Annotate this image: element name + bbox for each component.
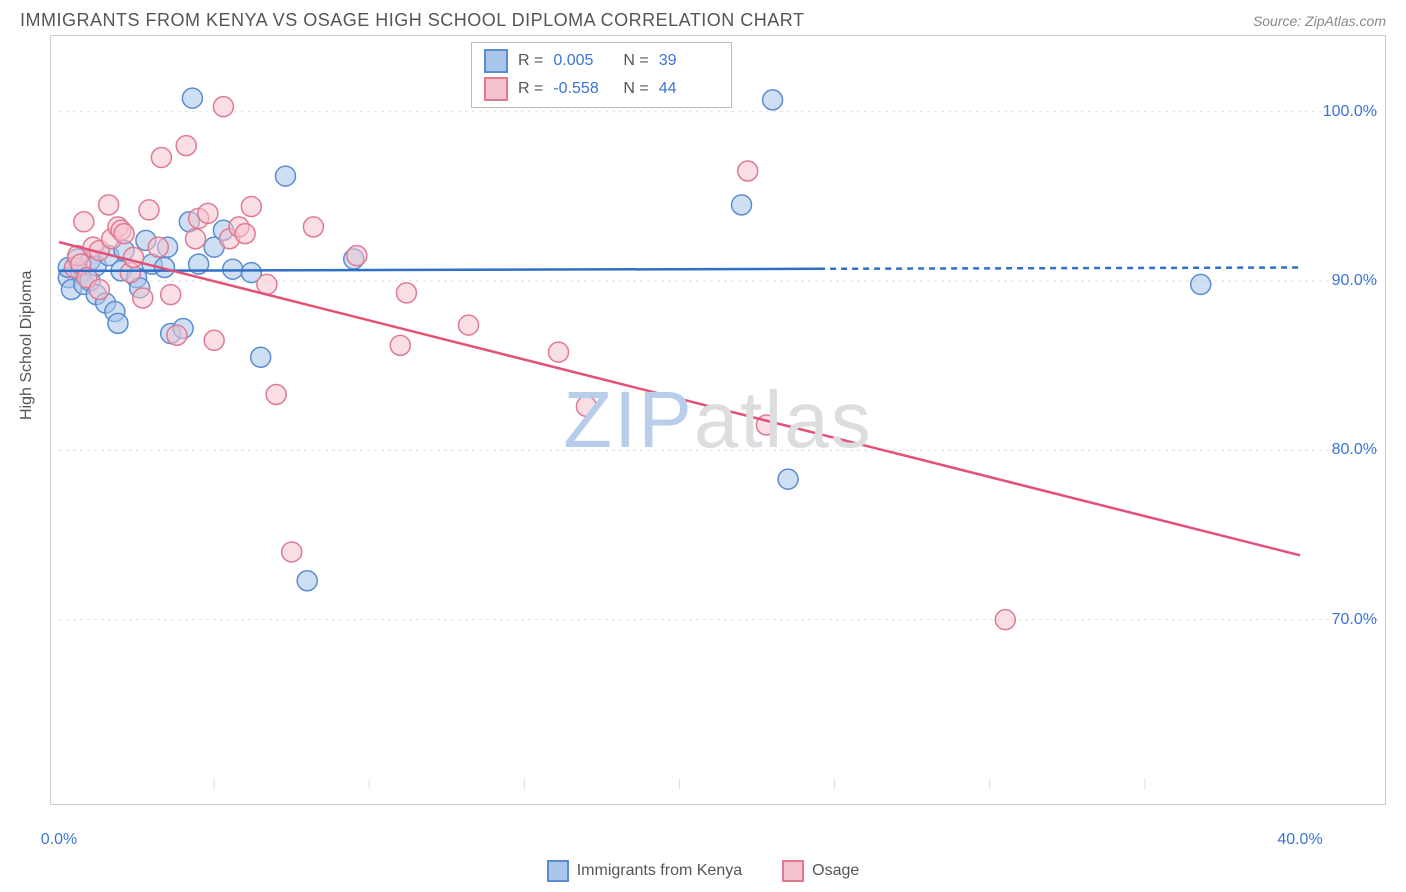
stats-legend: R = 0.005 N = 39 R = -0.558 N = 44 [471, 42, 732, 108]
chart-container: ZIPatlas R = 0.005 N = 39 R = -0.558 N =… [50, 35, 1386, 805]
y-tick-label: 70.0% [1332, 611, 1377, 629]
n-value-series2: 44 [659, 80, 719, 98]
x-tick-label: 0.0% [41, 831, 77, 849]
y-axis-label: High School Diploma [18, 271, 36, 420]
legend-swatch-series1 [547, 860, 569, 882]
chart-title: IMMIGRANTS FROM KENYA VS OSAGE HIGH SCHO… [20, 10, 804, 31]
stats-row-series2: R = -0.558 N = 44 [484, 75, 719, 103]
n-label: N = [623, 80, 648, 98]
y-tick-label: 100.0% [1323, 103, 1377, 121]
r-value-series2: -0.558 [553, 80, 613, 98]
source-label: Source: ZipAtlas.com [1253, 13, 1386, 29]
r-label: R = [518, 52, 543, 70]
y-tick-label: 80.0% [1332, 441, 1377, 459]
bottom-legend: Immigrants from Kenya Osage [0, 860, 1406, 882]
y-tick-label: 90.0% [1332, 272, 1377, 290]
stats-row-series1: R = 0.005 N = 39 [484, 47, 719, 75]
legend-item-series2: Osage [782, 860, 859, 882]
r-label: R = [518, 80, 543, 98]
n-label: N = [623, 52, 648, 70]
legend-item-series1: Immigrants from Kenya [547, 860, 742, 882]
x-tick-label: 40.0% [1277, 831, 1322, 849]
legend-label-series1: Immigrants from Kenya [577, 862, 742, 880]
n-value-series1: 39 [659, 52, 719, 70]
stats-swatch-series1 [484, 49, 508, 73]
stats-swatch-series2 [484, 77, 508, 101]
r-value-series1: 0.005 [553, 52, 613, 70]
legend-swatch-series2 [782, 860, 804, 882]
scatter-plot [51, 36, 1385, 804]
legend-label-series2: Osage [812, 862, 859, 880]
